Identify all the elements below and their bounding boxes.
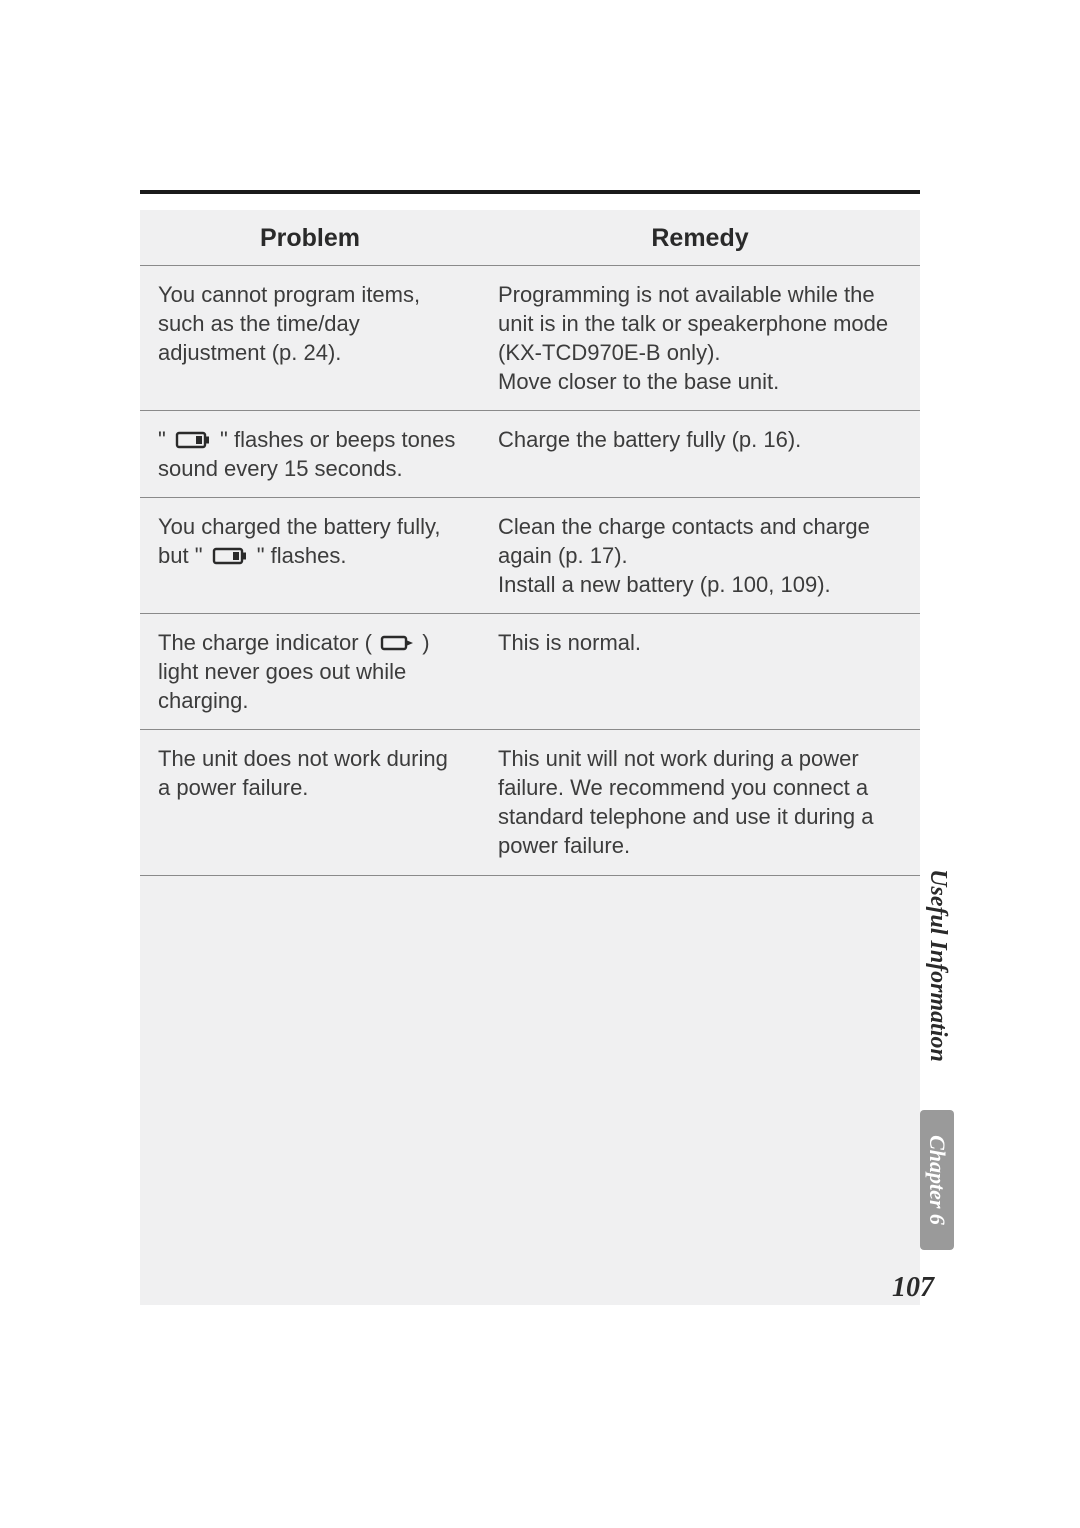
filler-cell bbox=[140, 875, 480, 1305]
troubleshooting-table-wrap: Problem Remedy You cannot program items,… bbox=[140, 210, 920, 1305]
table-row: The unit does not work during a power fa… bbox=[140, 730, 920, 875]
chapter-label-text: Chapter 6 bbox=[924, 1135, 950, 1225]
remedy-cell: This unit will not work during a power f… bbox=[480, 730, 920, 875]
remedy-cell: This is normal. bbox=[480, 614, 920, 730]
problem-cell: The charge indicator ( ) light never goe… bbox=[140, 614, 480, 730]
problem-cell: You cannot program items, such as the ti… bbox=[140, 266, 480, 411]
page-number: 107 bbox=[892, 1272, 934, 1304]
table-filler-row bbox=[140, 875, 920, 1305]
table-row: The charge indicator ( ) light never goe… bbox=[140, 614, 920, 730]
table-row: " " flashes or beeps tones sound every 1… bbox=[140, 411, 920, 498]
manual-page: Problem Remedy You cannot program items,… bbox=[0, 0, 1080, 1528]
battery-icon bbox=[174, 431, 212, 449]
troubleshooting-table: Problem Remedy You cannot program items,… bbox=[140, 210, 920, 1305]
remedy-cell: Charge the battery fully (p. 16). bbox=[480, 411, 920, 498]
side-tab: Useful Information Chapter 6 bbox=[920, 830, 954, 1250]
remedy-cell: Programming is not available while the u… bbox=[480, 266, 920, 411]
table-row: You cannot program items, such as the ti… bbox=[140, 266, 920, 411]
problem-cell: You charged the battery fully, but " " f… bbox=[140, 498, 480, 614]
col-header-remedy: Remedy bbox=[480, 210, 920, 266]
table-row: You charged the battery fully, but " " f… bbox=[140, 498, 920, 614]
problem-cell: The unit does not work during a power fa… bbox=[140, 730, 480, 875]
table-header-row: Problem Remedy bbox=[140, 210, 920, 266]
battery-icon bbox=[211, 547, 249, 565]
section-label: Useful Information bbox=[920, 830, 954, 1100]
charge-indicator-icon bbox=[380, 634, 414, 652]
section-label-text: Useful Information bbox=[924, 869, 951, 1062]
problem-cell: " " flashes or beeps tones sound every 1… bbox=[140, 411, 480, 498]
col-header-problem: Problem bbox=[140, 210, 480, 266]
filler-cell bbox=[480, 875, 920, 1305]
top-rule bbox=[140, 190, 920, 194]
chapter-tab: Chapter 6 bbox=[920, 1110, 954, 1250]
remedy-cell: Clean the charge contacts and charge aga… bbox=[480, 498, 920, 614]
